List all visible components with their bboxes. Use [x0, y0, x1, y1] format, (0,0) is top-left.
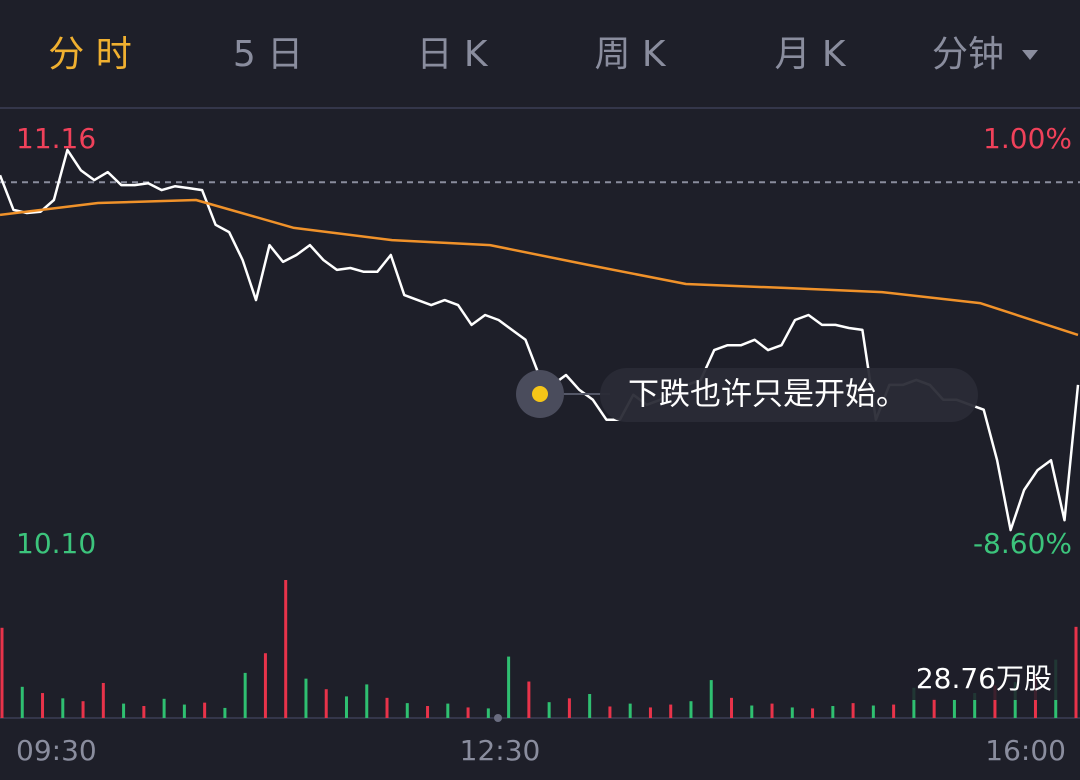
volume-bar: [405, 703, 409, 718]
dropdown-arrow[interactable]: [1022, 50, 1038, 60]
volume-bar: [770, 703, 774, 718]
volume-bar: [851, 703, 855, 718]
tab[interactable]: 分钟: [932, 34, 1004, 75]
volume-bar: [41, 693, 45, 718]
volume-bar: [709, 680, 713, 718]
volume-bar: [223, 707, 227, 718]
volume-bar: [243, 672, 247, 718]
volume-bar: [61, 698, 65, 718]
y-tick-label: 11.16: [16, 122, 96, 155]
volume-label-bg: [900, 660, 1060, 700]
volume-bar: [81, 701, 85, 718]
volume-bar: [182, 704, 186, 718]
volume-bar: [507, 656, 511, 718]
volume-bar: [932, 698, 936, 718]
volume-bar: [892, 704, 896, 718]
volume-bar: [162, 698, 166, 718]
annotation-text[interactable]: 下跌也许只是开始。: [628, 377, 907, 413]
volume-bar: [567, 698, 571, 718]
volume-bar: [0, 627, 4, 718]
volume-bar: [750, 705, 754, 718]
volume-bar: [1074, 626, 1078, 718]
volume-bar: [648, 707, 652, 718]
annotation-dot[interactable]: [532, 386, 548, 402]
y2-tick-label: 1.00%: [983, 122, 1072, 155]
volume-bar: [811, 708, 815, 718]
volume-bar: [547, 702, 551, 718]
volume-bar: [446, 703, 450, 718]
x-tick-label: 12:30: [460, 734, 541, 767]
volume-bar: [912, 687, 916, 718]
volume-bar: [344, 696, 348, 718]
volume-bar: [527, 681, 531, 718]
axis-dot: [494, 714, 502, 722]
volume-bar: [486, 708, 490, 718]
tab[interactable]: 周 K: [594, 34, 666, 75]
volume-label: 28.76万股: [916, 662, 1052, 695]
volume-bar: [952, 699, 956, 718]
y2-tick-label: -8.60%: [973, 527, 1072, 560]
volume-bar: [142, 706, 146, 718]
average-line: [0, 198, 1079, 337]
tab[interactable]: 5 日: [233, 34, 303, 75]
volume-bar: [790, 707, 794, 718]
volume-bar: [1013, 682, 1017, 718]
volume-bar: [284, 580, 288, 718]
volume-bar: [304, 678, 308, 718]
y-tick-label: 10.10: [16, 527, 96, 560]
tab[interactable]: 日 K: [416, 34, 488, 75]
volume-bar: [628, 703, 632, 718]
volume-bar: [122, 703, 126, 718]
volume-bar: [730, 697, 734, 718]
volume-bar: [871, 705, 875, 718]
annotation-bubble[interactable]: [600, 368, 978, 422]
volume-bar: [588, 694, 592, 718]
tab[interactable]: 月 K: [774, 34, 846, 75]
volume-bar: [608, 706, 612, 718]
tab[interactable]: 分 时: [48, 34, 131, 75]
volume-bar: [669, 704, 673, 718]
volume-bar: [101, 682, 105, 718]
x-tick-label: 09:30: [16, 734, 97, 767]
volume-bar: [993, 685, 997, 718]
x-tick-label: 16:00: [985, 734, 1066, 767]
volume-bar: [263, 653, 267, 718]
volume-bar: [324, 689, 328, 718]
volume-bar: [466, 707, 470, 718]
volume-bar: [689, 701, 693, 718]
volume-bar: [973, 693, 977, 718]
volume-bar: [426, 706, 430, 718]
volume-bar: [20, 686, 24, 718]
volume-bar: [203, 702, 207, 718]
volume-bar: [831, 706, 835, 718]
volume-bar: [365, 684, 369, 718]
volume-bar: [385, 697, 389, 718]
